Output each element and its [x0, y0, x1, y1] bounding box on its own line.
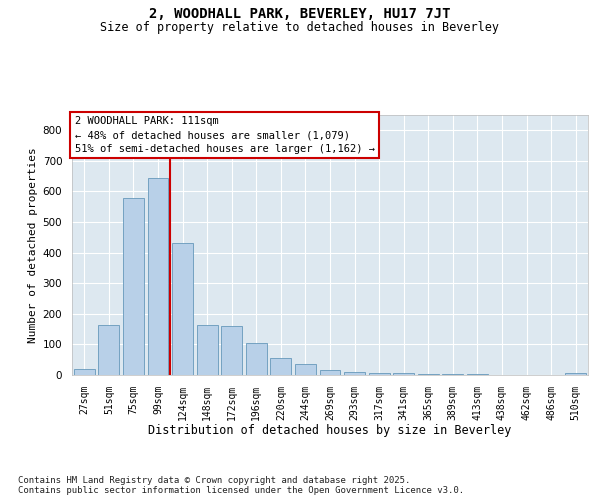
Text: 2 WOODHALL PARK: 111sqm
← 48% of detached houses are smaller (1,079)
51% of semi: 2 WOODHALL PARK: 111sqm ← 48% of detache… [74, 116, 374, 154]
Bar [295, 364, 316, 375]
X-axis label: Distribution of detached houses by size in Beverley: Distribution of detached houses by size … [148, 424, 512, 437]
Text: Contains HM Land Registry data © Crown copyright and database right 2025.
Contai: Contains HM Land Registry data © Crown c… [18, 476, 464, 495]
Bar [368, 372, 389, 375]
Bar [246, 343, 267, 375]
Bar [98, 324, 119, 375]
Text: Size of property relative to detached houses in Beverley: Size of property relative to detached ho… [101, 21, 499, 34]
Bar [197, 324, 218, 375]
Bar [467, 374, 488, 375]
Bar [418, 374, 439, 375]
Bar [320, 370, 340, 375]
Bar [148, 178, 169, 375]
Bar [344, 372, 365, 375]
Bar [565, 374, 586, 375]
Bar [221, 326, 242, 375]
Bar [123, 198, 144, 375]
Text: 2, WOODHALL PARK, BEVERLEY, HU17 7JT: 2, WOODHALL PARK, BEVERLEY, HU17 7JT [149, 8, 451, 22]
Bar [172, 244, 193, 375]
Bar [442, 374, 463, 375]
Bar [393, 374, 414, 375]
Bar [74, 369, 95, 375]
Y-axis label: Number of detached properties: Number of detached properties [28, 147, 38, 343]
Bar [271, 358, 292, 375]
